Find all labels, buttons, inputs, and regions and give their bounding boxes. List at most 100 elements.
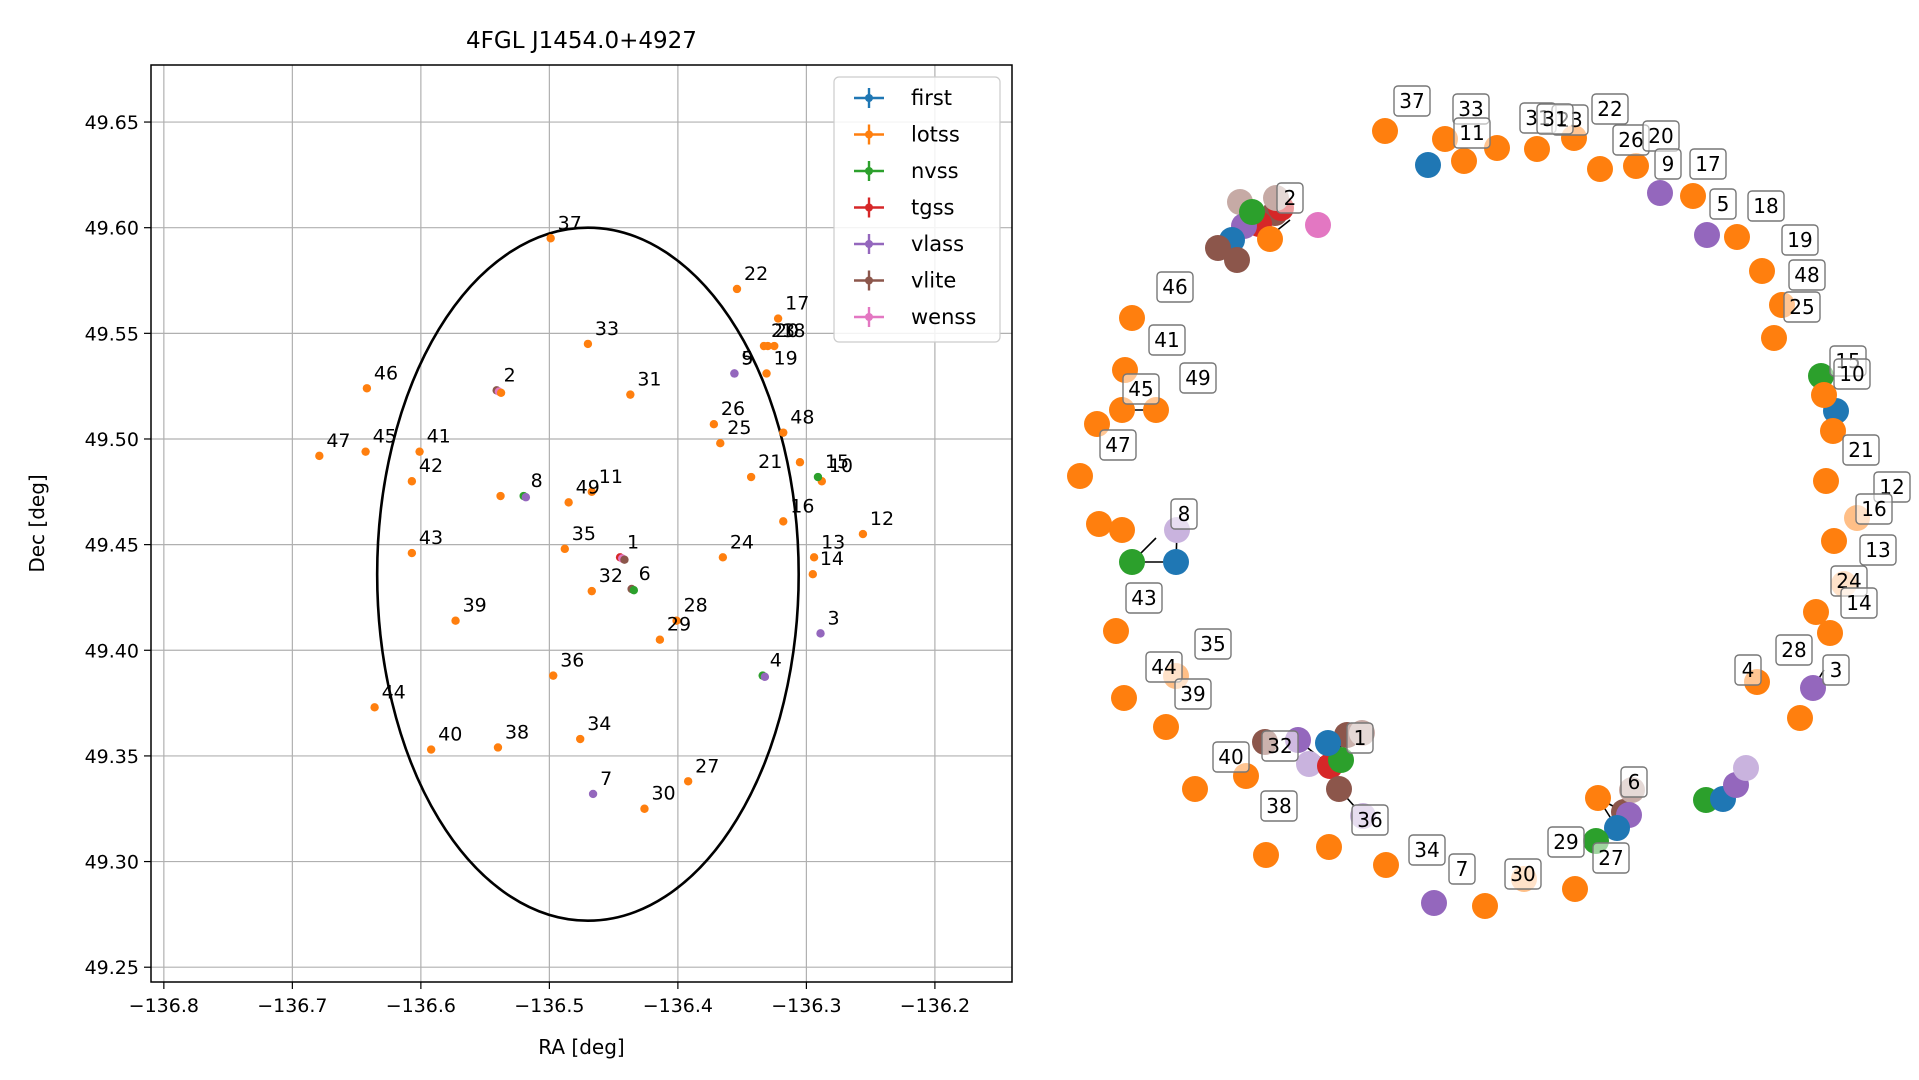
point-label: 3 [828, 607, 840, 629]
node-label-box [1783, 291, 1821, 323]
graph-node [1153, 714, 1179, 740]
legend-label: first [911, 86, 952, 110]
node-label: 18 [1753, 194, 1778, 218]
point-label: 2 [504, 364, 516, 386]
node-label-box [1504, 858, 1542, 890]
graph-node [1680, 183, 1706, 209]
graph-node [1813, 468, 1839, 494]
source-point-nvss [629, 586, 639, 595]
point-label: 28 [684, 595, 708, 617]
graph-node [1821, 528, 1847, 554]
node-label-box [1547, 826, 1585, 858]
node-label-box [1408, 834, 1446, 866]
node-label-box [1276, 182, 1304, 214]
source-point-lotss [370, 703, 379, 712]
node-label: 31 [1542, 107, 1567, 131]
point-label: 38 [505, 721, 529, 743]
point-label: 13 [821, 531, 845, 553]
x-tick-label: −136.2 [900, 995, 970, 1017]
source-point-lotss [361, 447, 370, 456]
node-label-box [1654, 148, 1682, 180]
point-label: 25 [727, 417, 751, 439]
node-label-box [1148, 324, 1186, 356]
legend-label: nvss [911, 159, 959, 183]
legend-marker-dot [865, 276, 873, 285]
source-point-lotss [626, 390, 635, 399]
graph-node [1253, 842, 1279, 868]
graph-node [1224, 247, 1250, 273]
point-label: 36 [560, 650, 584, 672]
legend-label: tgss [911, 196, 954, 220]
graph-node [1372, 118, 1398, 144]
point-label: 48 [790, 407, 814, 429]
graph-node [1817, 620, 1843, 646]
legend-marker-dot [865, 94, 873, 102]
source-point-lotss [672, 616, 681, 625]
node-label-box [1351, 804, 1389, 836]
point-label: 33 [595, 318, 619, 340]
point-label: 42 [419, 455, 443, 477]
point-label: 30 [651, 783, 675, 805]
node-label: 2 [1284, 186, 1297, 210]
graph-node [1820, 418, 1846, 444]
x-tick-label: −136.6 [386, 995, 456, 1017]
legend-label: vlass [911, 232, 964, 256]
source-point-lotss [415, 447, 424, 456]
y-tick-label: 49.40 [85, 640, 139, 662]
point-label: 7 [600, 768, 612, 790]
graph-node [1421, 890, 1447, 916]
point-label: 39 [463, 595, 487, 617]
graph-node [1811, 382, 1837, 408]
point-label: 11 [599, 466, 623, 488]
node-label-box [1747, 190, 1785, 222]
graph-node [1733, 755, 1759, 781]
graph-node [1182, 776, 1208, 802]
x-tick-label: −136.7 [257, 995, 327, 1017]
y-tick-label: 49.65 [85, 112, 139, 134]
node-label-box [1194, 628, 1232, 660]
node-label-box [1170, 498, 1198, 530]
graph-node [1524, 136, 1550, 162]
point-label: 23 [771, 320, 795, 342]
node-label-box [1212, 741, 1250, 773]
graph-node [1647, 180, 1673, 206]
sky-plot-panel: −136.8 −136.7 −136.6 −136.5 −136.4 −136.3 −136… [25, 28, 1013, 1059]
node-label: 17 [1695, 152, 1720, 176]
graph-node [1472, 893, 1498, 919]
node-label-box [1591, 93, 1629, 125]
y-tick-label: 49.55 [85, 323, 139, 345]
node-label: 1 [1354, 726, 1367, 750]
point-label: 40 [438, 724, 462, 746]
point-label: 34 [587, 713, 611, 735]
point-label: 1 [627, 531, 639, 553]
source-point-lotss [795, 458, 805, 467]
legend-label: lotss [911, 123, 960, 147]
point-label: 6 [639, 563, 651, 585]
node-label: 28 [1781, 638, 1806, 662]
legend-marker-dot [865, 313, 873, 321]
source-point-lotss [426, 745, 436, 754]
source-point-nvss [813, 472, 823, 482]
node-label: 44 [1151, 655, 1176, 679]
node-label-box [1734, 654, 1762, 686]
node-label: 33 [1458, 97, 1483, 121]
point-label: 18 [781, 320, 805, 342]
node-label-box [1346, 722, 1374, 754]
node-label: 32 [1267, 734, 1292, 758]
point-label: 16 [790, 495, 814, 517]
node-label: 21 [1848, 438, 1873, 462]
point-label: 21 [758, 451, 782, 473]
point-label: 37 [558, 212, 582, 234]
point-label: 43 [419, 527, 443, 549]
graph-node [1103, 618, 1129, 644]
association-graph-panel: 3733113123222620917518194825151021121613… [1067, 85, 1911, 919]
point-label: 45 [373, 426, 397, 448]
graph-node [1787, 705, 1813, 731]
source-point-vlass [816, 629, 825, 638]
graph-node [1800, 675, 1826, 701]
graph-node [1257, 226, 1283, 252]
graph-node [1749, 258, 1775, 284]
source-point-lotss [640, 804, 649, 813]
point-label: 12 [870, 508, 894, 530]
node-label: 26 [1618, 128, 1643, 152]
